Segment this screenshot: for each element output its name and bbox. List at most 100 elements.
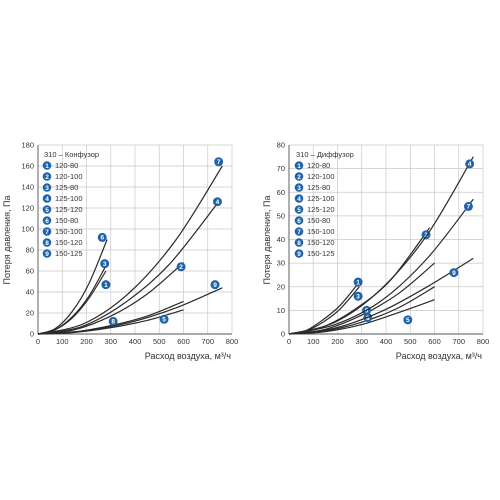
y-tick-label: 140	[21, 183, 34, 192]
series-marker-4	[212, 197, 222, 207]
legend-item-3: 3 125-80	[294, 183, 330, 192]
legend-item-2: 2 120-100	[42, 172, 83, 181]
series-marker-9	[449, 268, 459, 278]
x-tick-label: 700	[201, 337, 214, 346]
series-marker-7	[463, 201, 473, 211]
legend-item-7: 7 150-100	[294, 227, 335, 236]
legend-badge	[42, 194, 52, 203]
x-tick-label: 500	[153, 337, 166, 346]
legend-badge	[42, 172, 52, 181]
legend-badge-number: 5	[297, 207, 301, 214]
y-tick-label: 80	[26, 246, 34, 255]
x-tick-label: 200	[331, 337, 344, 346]
legend: 310 – Диффузор 1 120-80 2 120-100 3 125-80 4 125…	[294, 150, 354, 258]
legend-badge	[294, 161, 304, 170]
legend-badge	[294, 205, 304, 214]
legend-badge-number: 6	[297, 218, 301, 225]
series-marker-label-5: 5	[162, 317, 166, 324]
series-marker-7	[214, 157, 224, 167]
legend-item-8: 8 150-120	[294, 238, 335, 247]
legend-badge-number: 1	[45, 163, 49, 170]
legend-label: 125-120	[55, 205, 83, 214]
series-marker-label-7: 7	[467, 204, 471, 211]
series-line-7	[288, 198, 474, 335]
legend-badge	[294, 227, 304, 236]
series-marker-2	[176, 262, 186, 272]
legend-badge	[294, 172, 304, 181]
series-line-6	[37, 239, 108, 335]
legend-label: 120-80	[55, 161, 78, 170]
legend-badge-number: 2	[45, 174, 49, 181]
x-tick-label: 400	[380, 337, 393, 346]
y-axis-label: Потеря давления, Па	[262, 195, 272, 284]
legend-label: 150-100	[55, 227, 83, 236]
legend-badge-number: 7	[45, 229, 49, 236]
chart-konfuzor: 0 100 200 300 400 500 600 700 800 0 20 40 60 80 100 120…	[2, 141, 238, 362]
series-marker-label-1: 1	[104, 282, 108, 289]
legend-item-7: 7 150-100	[42, 227, 83, 236]
y-tick-label: 40	[277, 235, 285, 244]
series-marker-3	[353, 291, 363, 301]
series-marker-label-7: 7	[217, 159, 221, 166]
legend-label: 150-80	[55, 216, 78, 225]
x-tick-label: 100	[307, 337, 320, 346]
x-tick-label: 600	[177, 337, 190, 346]
legend-label: 150-80	[307, 216, 330, 225]
y-axis-label: Потеря давления, Па	[2, 195, 12, 284]
legend-badge-number: 1	[297, 163, 301, 170]
series-marker-label-8: 8	[366, 315, 370, 322]
series-marker-5	[159, 314, 169, 324]
legend-item-6: 6 150-80	[294, 216, 330, 225]
series-marker-label-9: 9	[452, 270, 456, 277]
series-line-9	[288, 257, 474, 335]
series-line-2	[37, 262, 184, 335]
legend-badge	[42, 161, 52, 170]
series-marker-label-4: 4	[468, 161, 472, 168]
legend-item-4: 4 125-100	[42, 194, 83, 203]
series-marker-label-3: 3	[103, 261, 107, 268]
series-marker-label-9: 9	[213, 282, 217, 289]
x-axis-label: Расход воздуха, м³/ч	[396, 351, 483, 361]
legend-badge-number: 8	[297, 240, 301, 247]
series-marker-8	[108, 316, 118, 326]
series-marker-label-6: 6	[100, 235, 104, 242]
legend-label: 125-80	[55, 183, 78, 192]
x-tick-label: 200	[80, 337, 93, 346]
legend-badge-number: 3	[297, 185, 301, 192]
legend-label: 150-120	[55, 238, 83, 247]
y-tick-label: 40	[26, 288, 34, 297]
y-tick-label: 160	[21, 162, 34, 171]
legend-badge-number: 2	[297, 174, 301, 181]
legend-badge-number: 5	[45, 207, 49, 214]
legend-badge	[294, 238, 304, 247]
x-tick-label: 0	[287, 337, 291, 346]
series-marker-1	[101, 280, 111, 290]
legend-badge-number: 4	[297, 196, 301, 203]
y-tick-label: 50	[277, 211, 285, 220]
y-tick-label: 60	[277, 188, 285, 197]
y-tick-label: 30	[277, 259, 285, 268]
x-tick-label: 700	[452, 337, 465, 346]
series-marker-label-6: 6	[365, 308, 369, 315]
series-line-4	[37, 201, 220, 335]
legend-badge-number: 3	[45, 185, 49, 192]
legend-label: 125-100	[307, 194, 335, 203]
series-line-1	[37, 270, 107, 335]
series-marker-label-8: 8	[111, 319, 115, 326]
y-tick-label: 180	[21, 141, 34, 150]
legend-badge	[42, 249, 52, 258]
y-tick-label: 70	[277, 164, 285, 173]
x-tick-label: 800	[226, 337, 239, 346]
legend-badge	[42, 205, 52, 214]
legend-badge-number: 9	[45, 251, 49, 258]
series-line-9	[37, 287, 223, 335]
y-tick-label: 60	[26, 267, 34, 276]
series-marker-label-5: 5	[406, 317, 410, 324]
legend-label: 125-120	[307, 205, 335, 214]
x-tick-label: 300	[355, 337, 368, 346]
legend-item-8: 8 150-120	[42, 238, 83, 247]
legend-label: 150-125	[307, 249, 335, 258]
legend-item-6: 6 150-80	[42, 216, 78, 225]
x-tick-label: 500	[404, 337, 417, 346]
x-tick-label: 300	[104, 337, 117, 346]
